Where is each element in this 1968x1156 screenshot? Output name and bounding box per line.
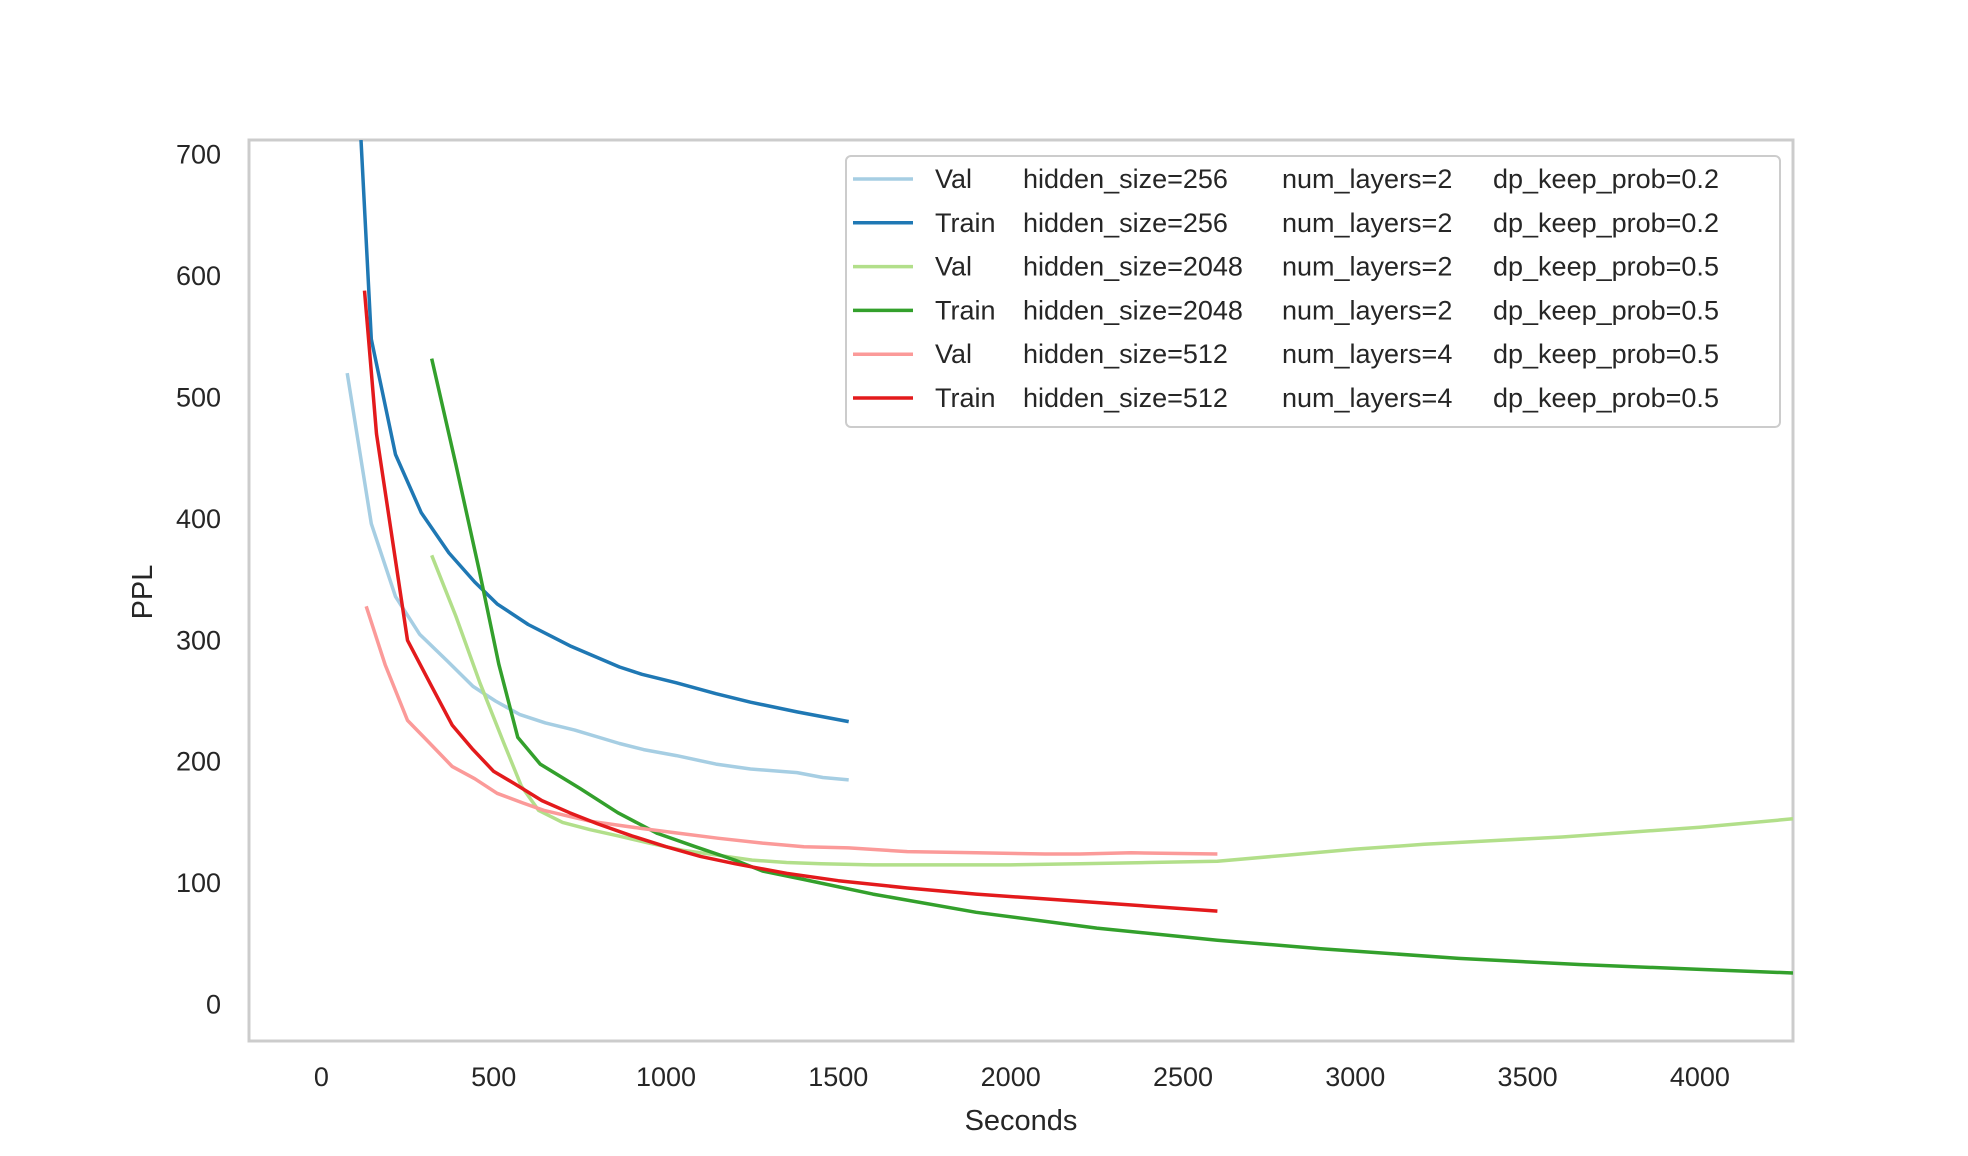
y-tick-label: 0: [206, 990, 221, 1020]
legend: Val hidden_size=256 num_layers=2 dp_keep_pr…: [845, 155, 1781, 428]
legend-hidden-size: hidden_size=256: [1023, 208, 1228, 238]
legend-hidden-size: hidden_size=256: [1023, 164, 1228, 194]
legend-dp-keep-prob: dp_keep_prob=0.5: [1493, 339, 1719, 369]
x-tick-label: 0: [314, 1062, 329, 1092]
x-tick-label: 3000: [1325, 1062, 1385, 1092]
y-tick-label: 600: [176, 261, 221, 291]
legend-dp-keep-prob: dp_keep_prob=0.5: [1493, 383, 1719, 413]
series-line-6: [362, 290, 1218, 913]
series-line-3: [430, 554, 1793, 867]
legend-hidden-size: hidden_size=512: [1023, 383, 1228, 413]
y-tick-label: 100: [176, 868, 221, 898]
x-tick-label: 3500: [1498, 1062, 1558, 1092]
legend-box: [845, 155, 1781, 428]
legend-dp-keep-prob: dp_keep_prob=0.2: [1493, 164, 1719, 194]
series-layer: [345, 140, 1793, 975]
legend-num-layers: num_layers=2: [1282, 164, 1452, 194]
y-axis-label: PPL: [127, 565, 159, 620]
legend-run-label: Train: [935, 383, 996, 413]
x-tick-label: 4000: [1670, 1062, 1730, 1092]
legend-hidden-size: hidden_size=2048: [1023, 252, 1243, 282]
legend-num-layers: num_layers=4: [1282, 383, 1452, 413]
series-line-1: [345, 372, 849, 782]
x-tick-label: 500: [471, 1062, 516, 1092]
legend-num-layers: num_layers=2: [1282, 208, 1452, 238]
y-tick-label: 700: [176, 140, 221, 170]
series-line-2: [359, 140, 850, 724]
legend-dp-keep-prob: dp_keep_prob=0.2: [1493, 208, 1719, 238]
y-tick-label: 200: [176, 747, 221, 777]
legend-run-label: Val: [935, 252, 972, 282]
legend-dp-keep-prob: dp_keep_prob=0.5: [1493, 295, 1719, 325]
y-tick-labels: 0 100 200 300 400 500 600 700: [176, 140, 221, 1020]
legend-run-label: Train: [935, 208, 996, 238]
series-line-5: [364, 605, 1218, 856]
y-tick-label: 300: [176, 625, 221, 655]
x-tick-label: 1500: [808, 1062, 868, 1092]
legend-run-label: Train: [935, 295, 996, 325]
y-tick-label: 400: [176, 504, 221, 534]
x-tick-labels: 0 500 1000 1500 2000 2500 3000 3500 4000: [314, 1062, 1730, 1092]
y-tick-label: 500: [176, 382, 221, 412]
x-tick-label: 1000: [636, 1062, 696, 1092]
legend-num-layers: num_layers=4: [1282, 339, 1452, 369]
legend-run-label: Val: [935, 164, 972, 194]
legend-num-layers: num_layers=2: [1282, 295, 1452, 325]
x-tick-label: 2000: [981, 1062, 1041, 1092]
legend-run-label: Val: [935, 339, 972, 369]
x-axis-label: Seconds: [965, 1105, 1078, 1137]
legend-dp-keep-prob: dp_keep_prob=0.5: [1493, 252, 1719, 282]
x-tick-label: 2500: [1153, 1062, 1213, 1092]
legend-hidden-size: hidden_size=512: [1023, 339, 1228, 369]
legend-num-layers: num_layers=2: [1282, 252, 1452, 282]
legend-hidden-size: hidden_size=2048: [1023, 295, 1243, 325]
